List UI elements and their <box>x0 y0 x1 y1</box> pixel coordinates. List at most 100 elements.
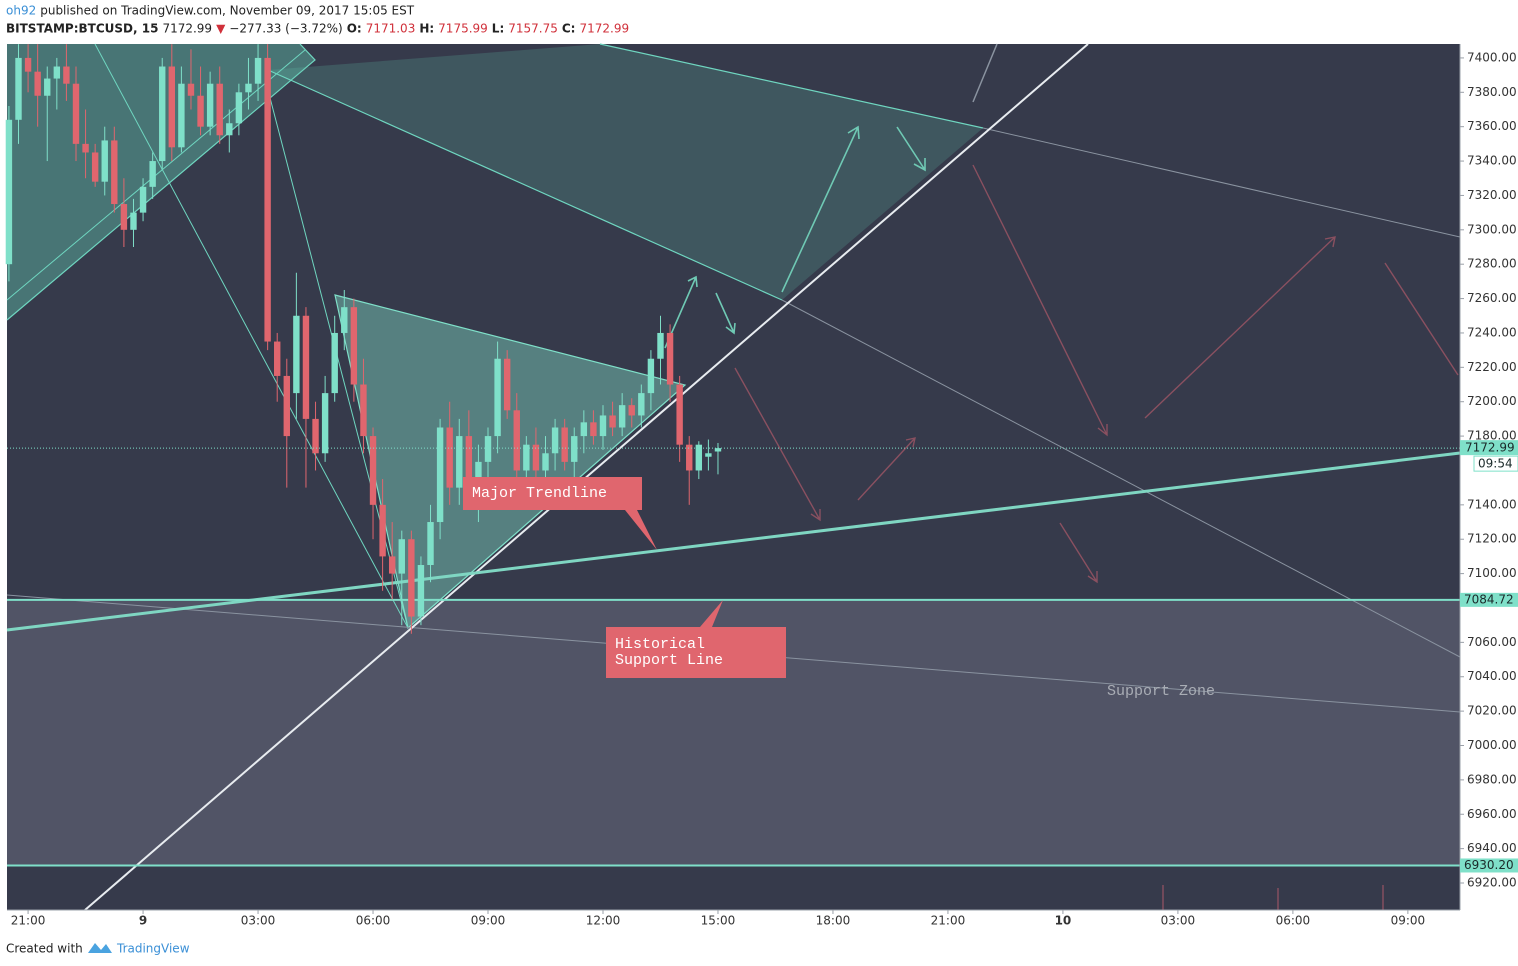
candle-body <box>274 341 281 376</box>
y-tick-label: 6940.00 <box>1467 841 1517 855</box>
candle-body <box>580 422 588 437</box>
projection-arrow <box>781 125 860 293</box>
footer-link[interactable]: TradingView <box>116 942 190 956</box>
y-tick-label: 7280.00 <box>1467 257 1517 271</box>
candle-body <box>53 66 61 79</box>
triangle-edge <box>94 43 409 629</box>
candle-body <box>168 66 176 148</box>
candle-body <box>206 83 214 127</box>
callout-text: Major Trendline <box>472 485 607 502</box>
callout-text: Support Line <box>615 652 723 669</box>
x-tick-label: 21:00 <box>11 914 46 928</box>
candle-body <box>446 427 453 488</box>
candle-body <box>312 418 319 454</box>
y-tick-label: 7040.00 <box>1467 669 1517 683</box>
y-tick-label: 7220.00 <box>1467 360 1517 374</box>
candle-body <box>628 405 635 416</box>
candle-body <box>216 83 223 136</box>
y-tick-label: 6960.00 <box>1467 807 1517 821</box>
candle-body <box>475 461 482 488</box>
candle-body <box>130 212 137 230</box>
candle-body <box>388 556 396 574</box>
header-text: L: <box>492 22 504 36</box>
candles <box>5 44 1460 867</box>
price-tag-label: 7172.99 <box>1465 441 1515 455</box>
candle-body <box>226 123 233 136</box>
candle-body <box>599 415 607 437</box>
candle-body <box>63 66 70 84</box>
y-tick-label: 7380.00 <box>1467 85 1517 99</box>
overlays: Major Trendline Historical Support Line … <box>463 477 1215 700</box>
candle-body <box>609 415 616 428</box>
x-tick-label: 09:00 <box>1391 914 1426 928</box>
candle-body <box>178 83 185 148</box>
header-text: −277.33 (−3.72%) <box>229 22 342 36</box>
y-tick-label: 7060.00 <box>1467 635 1517 649</box>
y-tick-label: 7340.00 <box>1467 154 1517 168</box>
header-text: H: <box>419 22 434 36</box>
candle-body <box>571 436 578 462</box>
candle-body <box>245 83 252 93</box>
candle-body <box>293 315 300 394</box>
header-text: 7172.99 <box>162 22 212 36</box>
y-tick-label: 6980.00 <box>1467 772 1517 786</box>
candle-body <box>417 565 425 617</box>
candle-body <box>197 95 204 127</box>
candle-body <box>82 143 89 153</box>
x-tick-label: 9 <box>139 914 147 928</box>
candle-body <box>350 307 358 385</box>
candle-body <box>24 57 32 72</box>
thin-trendline <box>982 127 1461 238</box>
candle-body <box>542 453 549 471</box>
candle-body <box>686 444 693 471</box>
y-tick-label: 7240.00 <box>1467 325 1517 339</box>
price-tag-label: 6930.20 <box>1464 858 1514 872</box>
candle-body <box>427 522 434 566</box>
y-tick-label: 7260.00 <box>1467 291 1517 305</box>
candle-body <box>302 315 310 419</box>
x-tick-label: 10 <box>1055 914 1072 928</box>
candle-body <box>111 140 118 205</box>
price-tag <box>1460 858 1518 873</box>
x-tick-label: 06:00 <box>356 914 391 928</box>
triangle-edge <box>6 43 316 321</box>
callout-box <box>606 600 786 678</box>
header-text: published on TradingView.com, November 0… <box>40 4 415 18</box>
candle-body <box>551 427 559 454</box>
x-tick-label: 09:00 <box>471 914 506 928</box>
candle-body <box>590 422 597 437</box>
candle-body <box>15 57 22 120</box>
header: oh92 published on TradingView.com, Novemb… <box>6 4 629 36</box>
price-axis-background <box>1460 44 1518 935</box>
thin-trendline <box>781 299 1461 658</box>
candle-body <box>503 358 511 411</box>
candle-body <box>321 393 329 454</box>
triangle-fill <box>335 295 685 628</box>
projection-arrow <box>1059 522 1098 584</box>
triangle-edge <box>6 49 306 301</box>
logo <box>88 943 112 953</box>
candle-body <box>436 427 444 523</box>
y-tick-label: 7400.00 <box>1467 50 1517 64</box>
projection-arrow <box>1384 262 1459 376</box>
x-tick-label: 12:00 <box>586 914 621 928</box>
marker-tick <box>1162 885 1384 910</box>
candle-body <box>235 92 243 124</box>
y-tick-label: 7200.00 <box>1467 394 1517 408</box>
candle-body <box>139 186 147 213</box>
candle-body <box>666 332 674 385</box>
candle-body <box>159 66 166 162</box>
candle-body <box>657 332 664 359</box>
projection-arrow <box>734 367 821 522</box>
candle-body <box>44 78 51 96</box>
y-tick-label: 7000.00 <box>1467 738 1517 752</box>
projection-arrow <box>896 126 926 172</box>
x-tick-label: 21:00 <box>931 914 966 928</box>
axes: 7400.00 7380.00 7360.00 7340.00 7320.00 7300.… <box>11 50 1518 928</box>
header-text: 7172.99 <box>579 22 629 36</box>
candle-body <box>149 161 156 187</box>
candle-body <box>465 436 473 488</box>
candle-body <box>369 436 377 505</box>
triangle-fill <box>268 44 983 300</box>
